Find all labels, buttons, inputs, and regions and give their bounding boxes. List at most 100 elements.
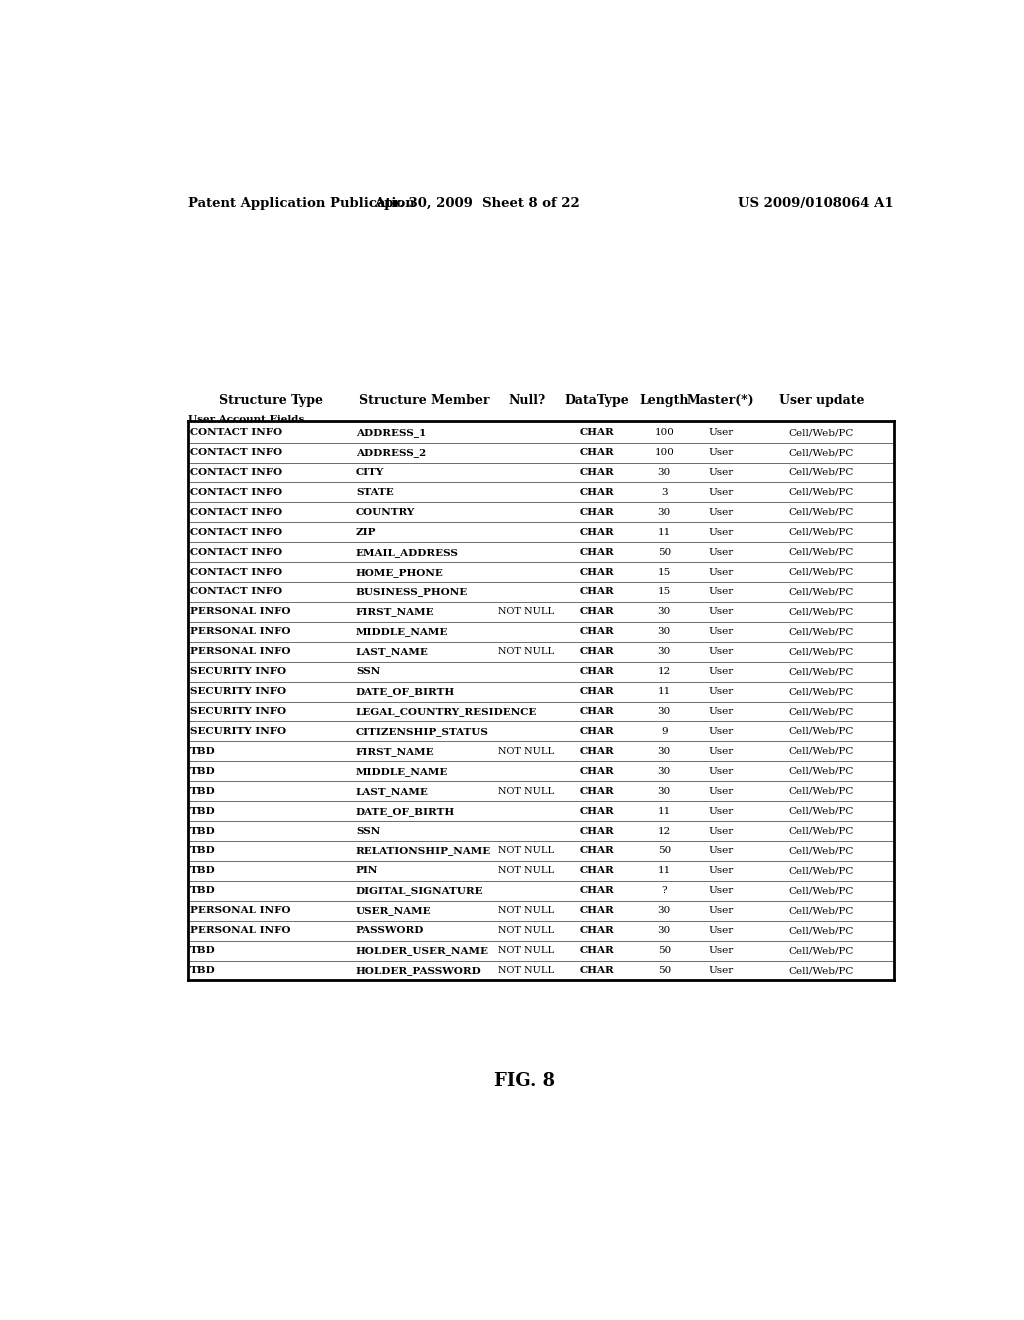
Text: PIN: PIN — [356, 866, 378, 875]
Text: 11: 11 — [657, 688, 671, 696]
Text: Cell/Web/PC: Cell/Web/PC — [788, 688, 854, 696]
Text: 15: 15 — [657, 587, 671, 597]
Text: Patent Application Publication: Patent Application Publication — [187, 197, 415, 210]
Text: CONTACT INFO: CONTACT INFO — [189, 548, 282, 557]
Text: Master(*): Master(*) — [687, 393, 755, 407]
Text: TBD: TBD — [189, 807, 216, 816]
Text: NOT NULL: NOT NULL — [499, 946, 555, 956]
Text: User update: User update — [778, 393, 864, 407]
Text: 50: 50 — [657, 946, 671, 956]
Text: Structure Member: Structure Member — [358, 393, 489, 407]
Text: PERSONAL INFO: PERSONAL INFO — [189, 647, 291, 656]
Text: Cell/Web/PC: Cell/Web/PC — [788, 508, 854, 517]
Text: HOLDER_PASSWORD: HOLDER_PASSWORD — [356, 966, 481, 975]
Text: CHAR: CHAR — [580, 966, 614, 975]
Text: 9: 9 — [660, 727, 668, 737]
Text: CHAR: CHAR — [580, 846, 614, 855]
Text: User: User — [709, 508, 733, 517]
Text: NOT NULL: NOT NULL — [499, 607, 555, 616]
Text: SECURITY INFO: SECURITY INFO — [189, 708, 286, 715]
Text: CHAR: CHAR — [580, 826, 614, 836]
Text: 3: 3 — [660, 488, 668, 496]
Text: MIDDLE_NAME: MIDDLE_NAME — [356, 767, 449, 776]
Text: 30: 30 — [657, 907, 671, 915]
Text: User: User — [709, 966, 733, 975]
Text: 50: 50 — [657, 846, 671, 855]
Text: TBD: TBD — [189, 966, 216, 975]
Text: User: User — [709, 447, 733, 457]
Text: CONTACT INFO: CONTACT INFO — [189, 447, 282, 457]
Text: PERSONAL INFO: PERSONAL INFO — [189, 907, 291, 915]
Text: CONTACT INFO: CONTACT INFO — [189, 469, 282, 477]
Text: CHAR: CHAR — [580, 927, 614, 935]
Text: 15: 15 — [657, 568, 671, 577]
Text: EMAIL_ADDRESS: EMAIL_ADDRESS — [356, 548, 459, 557]
Text: Structure Type: Structure Type — [218, 393, 323, 407]
Text: User: User — [709, 807, 733, 816]
Text: User: User — [709, 826, 733, 836]
Text: 30: 30 — [657, 627, 671, 636]
Text: TBD: TBD — [189, 826, 216, 836]
Text: PASSWORD: PASSWORD — [356, 927, 424, 935]
Text: CITY: CITY — [356, 469, 384, 477]
Text: Cell/Web/PC: Cell/Web/PC — [788, 886, 854, 895]
Text: SECURITY INFO: SECURITY INFO — [189, 688, 286, 696]
Text: Cell/Web/PC: Cell/Web/PC — [788, 488, 854, 496]
Text: 30: 30 — [657, 747, 671, 756]
Text: Cell/Web/PC: Cell/Web/PC — [788, 428, 854, 437]
Text: DIGITAL_SIGNATURE: DIGITAL_SIGNATURE — [356, 886, 483, 895]
Text: 30: 30 — [657, 508, 671, 517]
Text: MIDDLE_NAME: MIDDLE_NAME — [356, 627, 449, 636]
Text: CHAR: CHAR — [580, 866, 614, 875]
Text: 50: 50 — [657, 548, 671, 557]
Text: User: User — [709, 607, 733, 616]
Text: Cell/Web/PC: Cell/Web/PC — [788, 447, 854, 457]
Text: CHAR: CHAR — [580, 907, 614, 915]
Text: Cell/Web/PC: Cell/Web/PC — [788, 727, 854, 737]
Text: 30: 30 — [657, 708, 671, 715]
Text: 100: 100 — [654, 447, 674, 457]
Text: Apr. 30, 2009  Sheet 8 of 22: Apr. 30, 2009 Sheet 8 of 22 — [375, 197, 580, 210]
Text: CHAR: CHAR — [580, 469, 614, 477]
Text: 30: 30 — [657, 647, 671, 656]
Text: User: User — [709, 767, 733, 776]
Text: USER_NAME: USER_NAME — [356, 907, 431, 915]
Text: PERSONAL INFO: PERSONAL INFO — [189, 607, 291, 616]
Text: FIRST_NAME: FIRST_NAME — [356, 607, 434, 616]
Text: User: User — [709, 428, 733, 437]
Text: Cell/Web/PC: Cell/Web/PC — [788, 866, 854, 875]
Text: 30: 30 — [657, 607, 671, 616]
Text: Cell/Web/PC: Cell/Web/PC — [788, 607, 854, 616]
Text: User: User — [709, 688, 733, 696]
Text: NOT NULL: NOT NULL — [499, 846, 555, 855]
Text: BUSINESS_PHONE: BUSINESS_PHONE — [356, 587, 468, 597]
Text: SECURITY INFO: SECURITY INFO — [189, 667, 286, 676]
Text: CONTACT INFO: CONTACT INFO — [189, 488, 282, 496]
Text: SECURITY INFO: SECURITY INFO — [189, 727, 286, 737]
Text: FIRST_NAME: FIRST_NAME — [356, 747, 434, 756]
Text: FIG. 8: FIG. 8 — [495, 1072, 555, 1090]
Text: User: User — [709, 747, 733, 756]
Text: User: User — [709, 866, 733, 875]
Text: CHAR: CHAR — [580, 428, 614, 437]
Text: NOT NULL: NOT NULL — [499, 647, 555, 656]
Text: Cell/Web/PC: Cell/Web/PC — [788, 587, 854, 597]
Text: 30: 30 — [657, 469, 671, 477]
Text: Cell/Web/PC: Cell/Web/PC — [788, 469, 854, 477]
Text: CHAR: CHAR — [580, 447, 614, 457]
Text: CHAR: CHAR — [580, 528, 614, 537]
Text: NOT NULL: NOT NULL — [499, 927, 555, 935]
Text: COUNTRY: COUNTRY — [356, 508, 415, 517]
Text: NOT NULL: NOT NULL — [499, 787, 555, 796]
Text: 11: 11 — [657, 528, 671, 537]
Text: User: User — [709, 488, 733, 496]
Text: CHAR: CHAR — [580, 607, 614, 616]
Text: User: User — [709, 548, 733, 557]
Text: ADDRESS_2: ADDRESS_2 — [356, 447, 426, 457]
Text: US 2009/0108064 A1: US 2009/0108064 A1 — [738, 197, 894, 210]
Text: CONTACT INFO: CONTACT INFO — [189, 528, 282, 537]
Text: Cell/Web/PC: Cell/Web/PC — [788, 708, 854, 715]
Text: PERSONAL INFO: PERSONAL INFO — [189, 627, 291, 636]
Text: User: User — [709, 907, 733, 915]
Text: 50: 50 — [657, 966, 671, 975]
